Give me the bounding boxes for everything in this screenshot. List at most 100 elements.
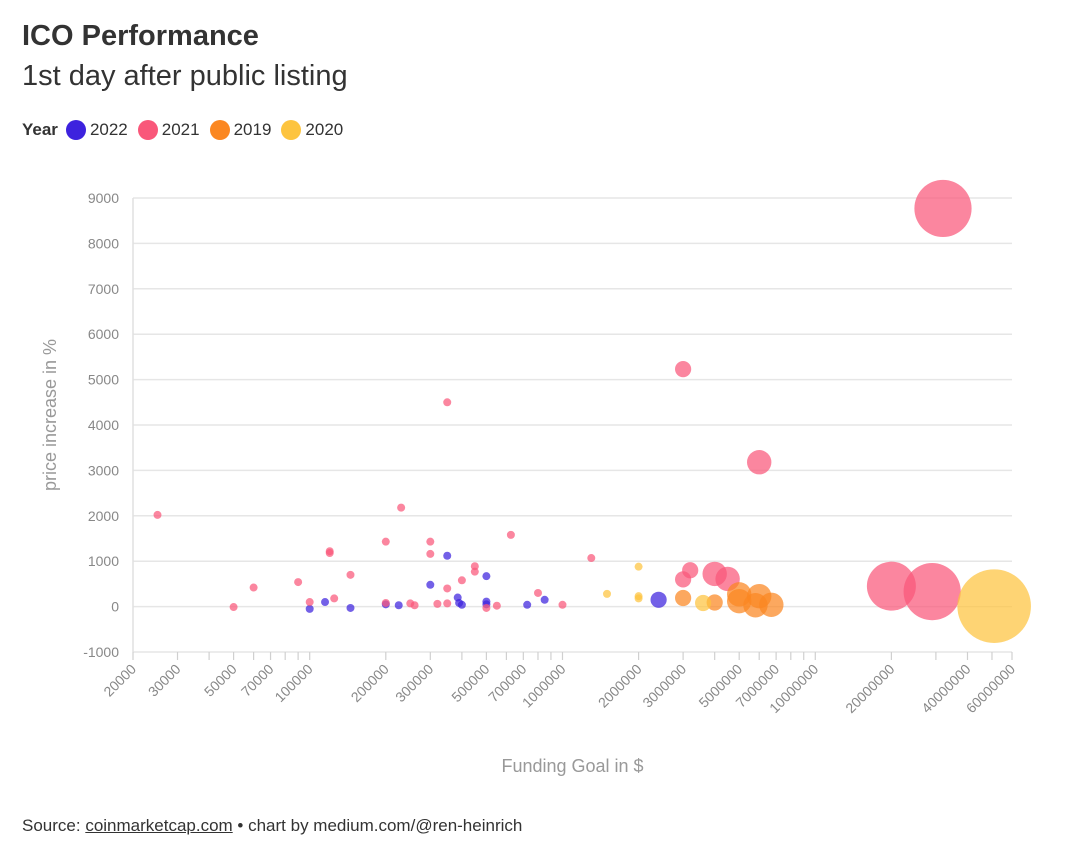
x-tick-label: 60000000 (963, 661, 1019, 717)
data-point-2021 (426, 537, 435, 546)
legend-label-2020: 2020 (305, 120, 344, 139)
x-tick-label: 300000 (392, 661, 436, 705)
legend-item-2021[interactable]: 2021 (137, 120, 200, 140)
source-link[interactable]: coinmarketcap.com (85, 816, 233, 835)
grid-lines (132, 197, 1012, 653)
y-tick-label: 6000 (88, 326, 119, 342)
y-tick-label: 7000 (88, 281, 119, 297)
data-point-2022 (650, 591, 667, 608)
data-point-2021 (381, 537, 390, 546)
data-point-2022 (346, 603, 355, 612)
x-tick-label: 100000 (271, 661, 315, 705)
data-point-2021 (330, 594, 339, 603)
y-axis-ticks: -1000 0 1000 2000 3000 4000 5000 6000 7000 8000 90… (83, 190, 119, 660)
chart-title: ICO Performance (22, 20, 259, 52)
data-point-2021 (492, 601, 501, 610)
y-tick-label: -1000 (83, 644, 119, 660)
data-point-2022 (482, 572, 491, 581)
data-point-2021 (482, 603, 491, 612)
data-point-2021 (682, 562, 699, 579)
legend-label-2021: 2021 (161, 120, 200, 139)
legend-item-2019[interactable]: 2019 (209, 120, 272, 140)
data-point-2020 (634, 562, 643, 571)
y-tick-label: 1000 (88, 553, 119, 569)
legend-swatch-2019 (209, 120, 230, 140)
data-point-2021 (914, 179, 972, 238)
x-tick-label: 500000 (448, 661, 492, 705)
data-point-2019 (759, 592, 784, 617)
data-point-2021 (866, 561, 916, 611)
y-axis-title: price increase in % (40, 339, 60, 491)
data-point-2022 (394, 601, 403, 610)
data-point-2020 (695, 594, 712, 612)
data-point-2021 (426, 549, 435, 558)
data-points (153, 179, 1031, 643)
data-point-2021 (675, 361, 692, 378)
data-point-2019 (675, 589, 692, 607)
x-tick-label: 30000 (145, 661, 184, 700)
data-point-2019 (706, 594, 723, 611)
data-point-2022 (523, 600, 532, 609)
data-point-2021 (587, 554, 596, 563)
data-point-2021 (433, 599, 442, 608)
data-point-2021 (294, 578, 303, 587)
chart-subtitle: 1st day after public listing (22, 60, 348, 92)
y-tick-label: 4000 (88, 417, 119, 433)
y-tick-label: 5000 (88, 372, 119, 388)
x-tick-label: 1000000 (519, 661, 569, 711)
data-point-2022 (540, 595, 549, 604)
data-point-2022 (457, 600, 466, 609)
data-point-2021 (903, 563, 961, 621)
data-point-2021 (533, 588, 542, 597)
x-tick-label: 2000000 (595, 661, 645, 711)
x-axis-title: Funding Goal in $ (501, 756, 643, 776)
legend-title: Year (22, 120, 58, 139)
data-point-2021 (381, 598, 390, 607)
y-tick-label: 2000 (88, 508, 119, 524)
data-point-2021 (153, 510, 162, 519)
data-point-2020 (957, 569, 1031, 643)
data-point-2022 (305, 604, 314, 613)
data-point-2021 (470, 567, 479, 576)
data-point-2021 (558, 600, 567, 609)
legend-label-2019: 2019 (233, 120, 272, 139)
legend-item-2022[interactable]: 2022 (65, 120, 128, 140)
y-tick-label: 0 (111, 599, 119, 615)
data-point-2022 (321, 598, 330, 607)
data-point-2021 (325, 549, 334, 558)
data-point-2021 (397, 503, 406, 512)
source-line: Source: coinmarketcap.com • chart by med… (22, 816, 522, 836)
data-point-2021 (249, 583, 258, 592)
x-tick-label: 20000000 (842, 661, 898, 717)
data-point-2021 (443, 398, 452, 407)
source-prefix: Source: (22, 816, 86, 835)
scatter-chart: -1000 0 1000 2000 3000 4000 5000 6000 7000 8000 90… (40, 179, 1031, 776)
data-point-2022 (426, 580, 435, 589)
y-tick-label: 9000 (88, 190, 119, 206)
data-point-2021 (443, 584, 452, 593)
data-point-2021 (410, 601, 419, 610)
data-point-2021 (443, 599, 452, 608)
data-point-2021 (747, 450, 772, 475)
data-point-2021 (506, 530, 515, 539)
data-point-2020 (603, 589, 612, 598)
x-tick-label: 20000 (100, 661, 139, 700)
legend: Year 2022 2021 2019 2020 (22, 120, 353, 140)
y-tick-label: 3000 (88, 462, 119, 478)
data-point-2021 (229, 603, 238, 612)
x-tick-label: 200000 (348, 661, 392, 705)
y-tick-label: 8000 (88, 235, 119, 251)
data-point-2020 (634, 594, 643, 603)
legend-swatch-2022 (65, 120, 86, 140)
x-tick-label: 3000000 (639, 661, 689, 711)
source-suffix: • chart by medium.com/@ren-heinrich (232, 816, 523, 835)
legend-item-2020[interactable]: 2020 (281, 120, 343, 140)
data-point-2021 (457, 576, 466, 585)
legend-label-2022: 2022 (89, 120, 128, 139)
data-point-2021 (346, 570, 355, 579)
legend-swatch-2021 (137, 120, 158, 140)
data-point-2022 (443, 551, 452, 560)
x-tick-label: 50000 (201, 661, 240, 700)
data-point-2021 (305, 598, 314, 607)
